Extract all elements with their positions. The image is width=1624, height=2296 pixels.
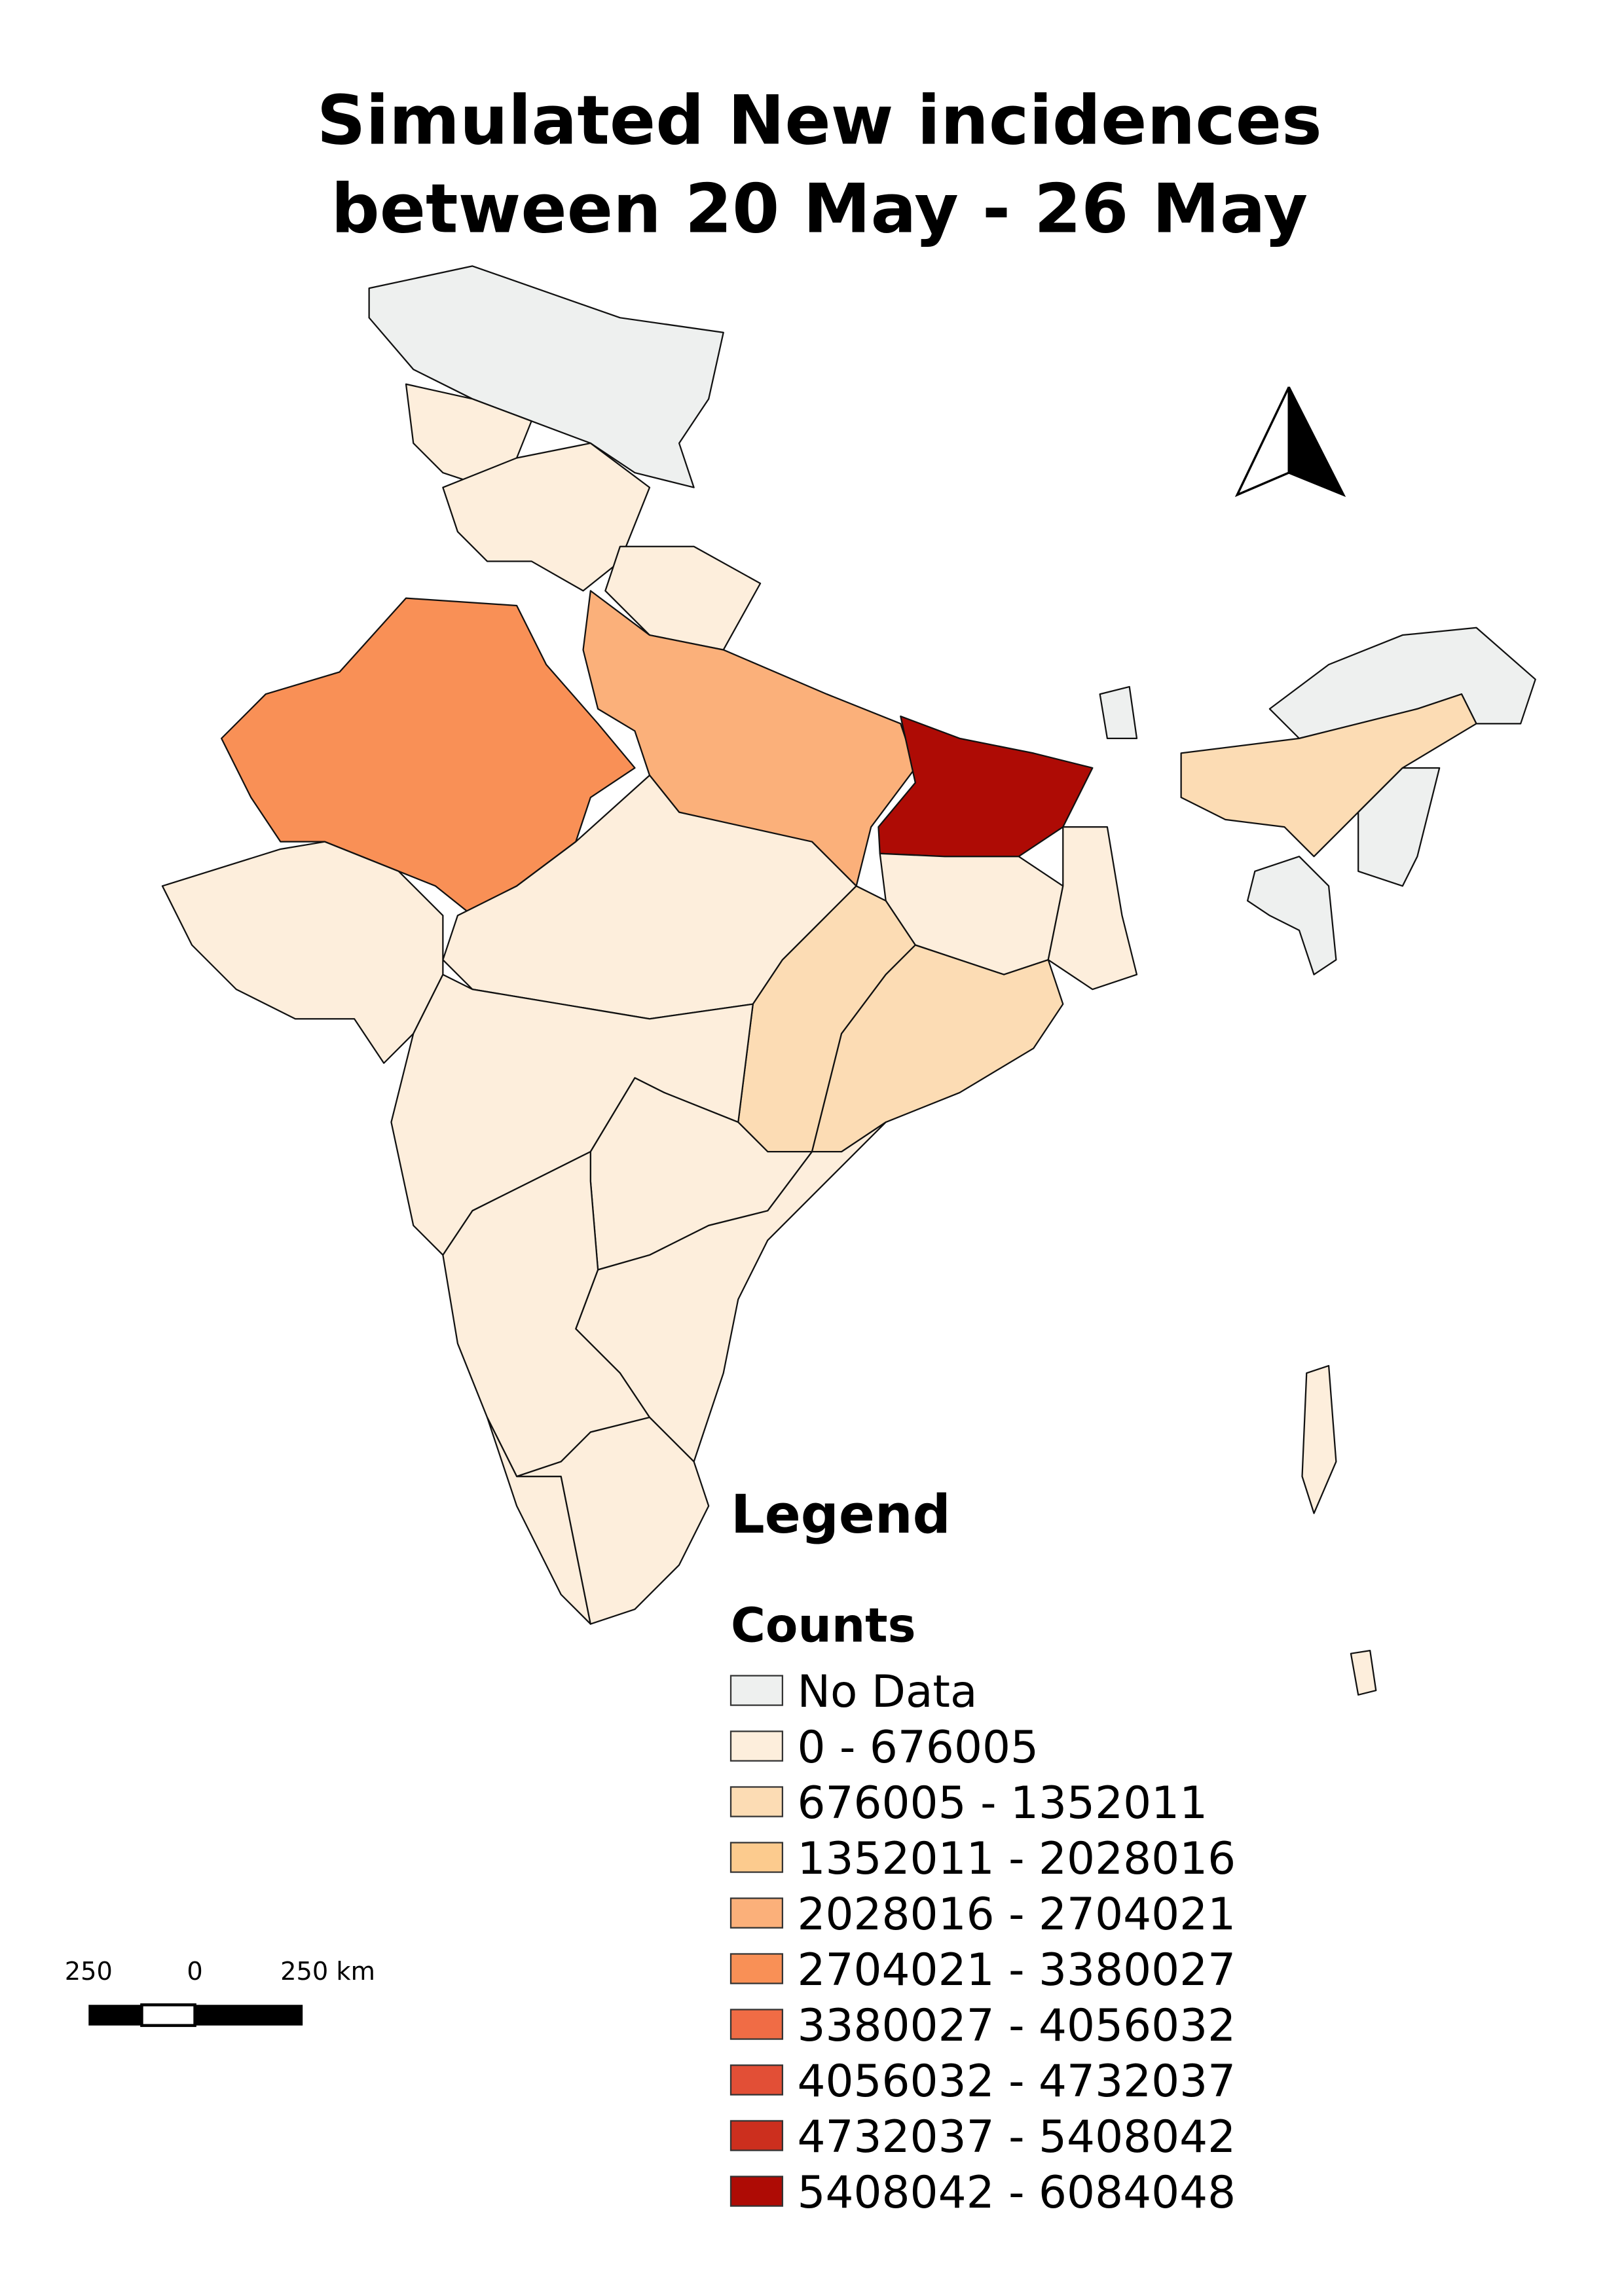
scale-label: 250 km (280, 1957, 375, 1986)
legend-swatch (729, 1842, 784, 1873)
legend-swatch (729, 1730, 784, 1762)
region (1099, 685, 1138, 739)
legend-swatch (729, 1897, 784, 1929)
title-line: between 20 May - 26 May (331, 170, 1308, 249)
legend-label: No Data (797, 1666, 977, 1717)
legend-swatch (729, 2009, 784, 2040)
region (1357, 767, 1441, 887)
legend-swatch (729, 1786, 784, 1817)
region (811, 944, 1064, 1153)
legend-label: 2704021 - 3380027 (797, 1944, 1236, 1995)
legend-label: 1352011 - 2028016 (797, 1832, 1236, 1884)
scale-segment (194, 2005, 303, 2026)
legend-swatch (729, 1675, 784, 1706)
legend-swatch (729, 2120, 784, 2151)
legend-swatch (729, 1953, 784, 1984)
region (1047, 826, 1138, 991)
north-arrow (1234, 386, 1346, 498)
title-line: Simulated New incidences (317, 81, 1322, 160)
region (515, 1416, 710, 1625)
legend-subtitle: Counts (731, 1599, 916, 1654)
legend-label: 4732037 - 5408042 (797, 2111, 1236, 2162)
north-arrow-right (1287, 386, 1346, 498)
region (161, 841, 444, 1064)
legend-label: 5408042 - 6084048 (797, 2166, 1236, 2218)
region (1301, 1364, 1337, 1514)
region (877, 715, 1094, 858)
region (442, 442, 651, 592)
india-map (161, 265, 1536, 1696)
scale-label: 250 (65, 1957, 113, 1986)
region (221, 597, 636, 917)
scale-bar: 250 0 250 km (65, 1957, 375, 2028)
region (1246, 856, 1337, 975)
region (368, 265, 724, 488)
north-arrow-left (1234, 386, 1290, 498)
scale-label: 0 (187, 1957, 202, 1986)
legend-swatch (729, 2064, 784, 2096)
legend-label: 3380027 - 4056032 (797, 1999, 1236, 2051)
legend-title: Legend (731, 1484, 951, 1546)
legend-label: 2028016 - 2704021 (797, 1888, 1236, 1940)
scale-segment (88, 2005, 142, 2026)
scale-segment (140, 2003, 196, 2028)
region (1350, 1650, 1377, 1696)
legend-label: 0 - 676005 (797, 1721, 1039, 1773)
legend-label: 676005 - 1352011 (797, 1777, 1208, 1829)
legend-swatch (729, 2176, 784, 2207)
legend-label: 4056032 - 4732037 (797, 2055, 1236, 2107)
